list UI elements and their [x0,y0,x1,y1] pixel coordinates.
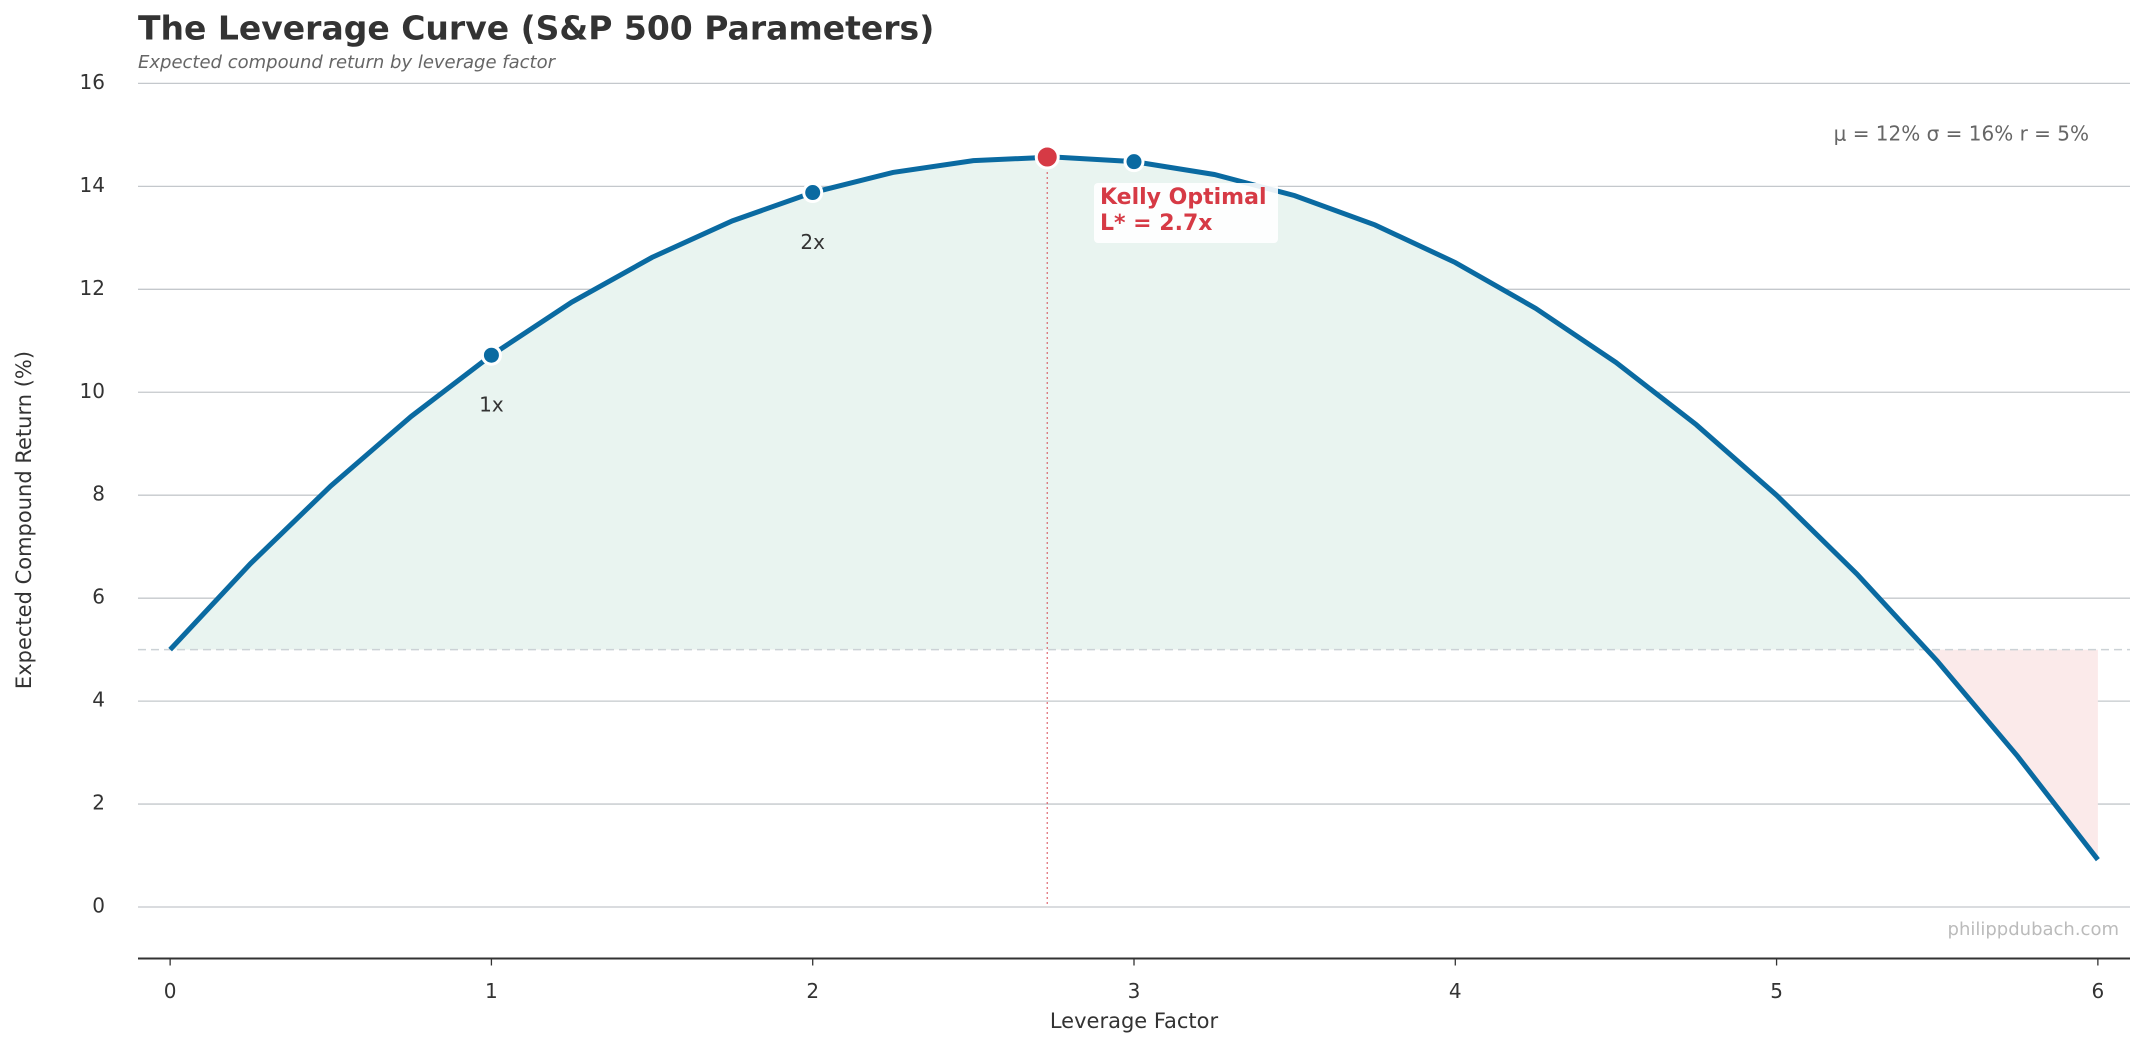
x-tick-label: 3 [1128,979,1141,1003]
x-tick-label: 4 [1449,979,1462,1003]
y-tick-label: 14 [80,173,105,197]
x-tick-label: 1 [485,979,498,1003]
y-tick-label: 0 [92,894,105,918]
y-tick-label: 4 [92,688,105,712]
y-tick-label: 8 [92,482,105,506]
y-tick-label: 6 [92,585,105,609]
x-tick-label: 6 [2092,979,2105,1003]
x-axis-label: Leverage Factor [1050,1009,1219,1033]
y-axis-label: Expected Compound Return (%) [12,351,36,689]
gain-area [170,157,2098,650]
watermark: philippdubach.com [1948,919,2119,940]
point [802,182,824,204]
point-label: 1x [479,393,504,417]
x-tick-label: 2 [806,979,819,1003]
point-label: 2x [800,230,825,254]
y-tick-label: 10 [80,379,105,403]
annotation-box [1094,183,1278,243]
x-tick-label: 5 [1770,979,1783,1003]
x-tick-label: 0 [164,979,177,1003]
y-tick-label: 16 [80,70,105,94]
point [1123,151,1145,173]
kelly-point [1034,144,1060,170]
chart-title: The Leverage Curve (S&P 500 Parameters) [138,9,934,48]
chart-subtitle: Expected compound return by leverage fac… [138,52,557,73]
y-tick-label: 2 [92,791,105,815]
parameters: μ = 12% σ = 16% r = 5% [1834,122,2089,146]
point [480,344,502,366]
y-tick-label: 12 [80,276,105,300]
kelly-label: L* = 2.7x [1100,211,1212,236]
kelly-label: Kelly Optimal [1100,185,1266,210]
